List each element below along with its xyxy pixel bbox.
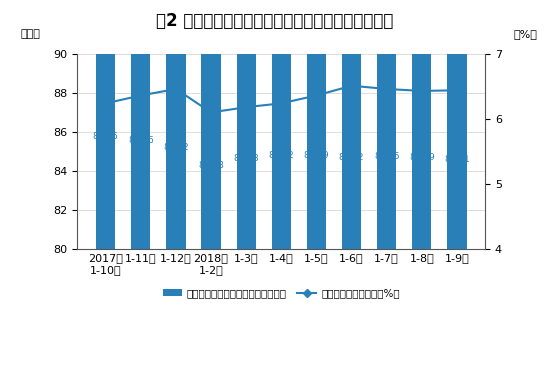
Text: 84.33: 84.33 [233, 154, 259, 163]
Text: 83.98: 83.98 [198, 161, 224, 170]
Bar [412, 0, 432, 249]
Text: （元）: （元） [20, 29, 40, 39]
Text: 6.18: 6.18 [236, 94, 256, 103]
Text: 6.44: 6.44 [447, 77, 467, 86]
Bar [447, 0, 466, 249]
Text: 84.92: 84.92 [163, 143, 189, 152]
Text: （%）: （%） [513, 29, 537, 39]
Text: 6.36: 6.36 [306, 82, 327, 92]
Bar [166, 0, 185, 249]
Bar [272, 0, 291, 249]
Text: 84.39: 84.39 [409, 153, 434, 162]
Text: 84.45: 84.45 [374, 152, 399, 161]
Text: 6.24: 6.24 [271, 91, 292, 99]
Bar [96, 0, 116, 249]
Text: 84.31: 84.31 [444, 155, 470, 164]
Bar [236, 0, 256, 249]
Text: 图2 各月累计利润率与每百元主营业务收入中的成本: 图2 各月累计利润率与每百元主营业务收入中的成本 [156, 12, 394, 30]
Bar [342, 0, 361, 249]
Bar [201, 0, 221, 249]
Text: 6.43: 6.43 [412, 78, 432, 87]
Text: 6.46: 6.46 [377, 76, 397, 85]
Bar [131, 0, 151, 249]
Text: 84.52: 84.52 [268, 151, 294, 160]
Legend: 每百元主营业务收入中的成本（元）, 主营业务收入利润率（%）: 每百元主营业务收入中的成本（元）, 主营业务收入利润率（%） [158, 284, 404, 303]
Text: 84.42: 84.42 [339, 152, 364, 162]
Text: 84.49: 84.49 [304, 151, 329, 160]
Text: 85.26: 85.26 [128, 136, 153, 145]
Text: 6.51: 6.51 [342, 73, 362, 82]
Text: 6.46: 6.46 [166, 76, 186, 85]
Bar [377, 0, 397, 249]
Text: 6.1: 6.1 [204, 99, 218, 108]
Text: 85.46: 85.46 [93, 132, 119, 141]
Text: 6.24: 6.24 [96, 91, 115, 99]
Bar [307, 0, 326, 249]
Text: 6.36: 6.36 [131, 82, 151, 92]
